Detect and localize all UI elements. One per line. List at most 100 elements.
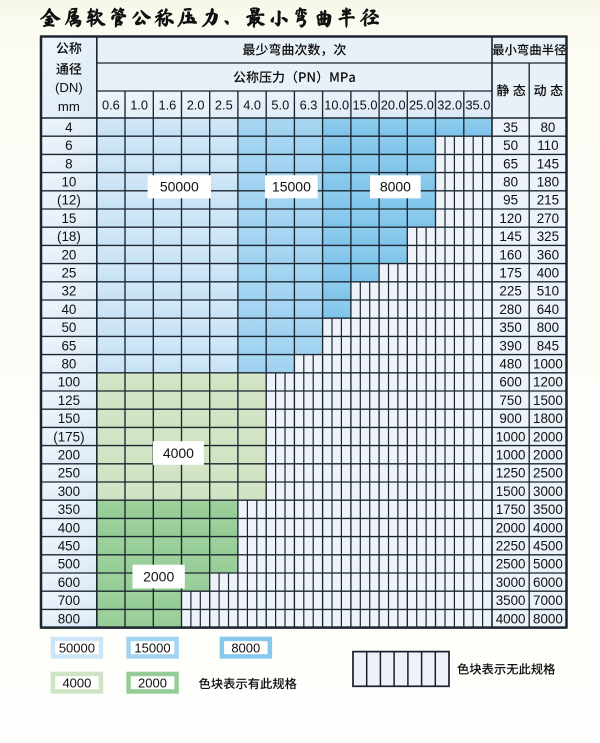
svg-text:215: 215 <box>537 193 559 208</box>
svg-text:150: 150 <box>58 411 80 426</box>
svg-text:80: 80 <box>503 175 518 190</box>
svg-text:3000: 3000 <box>496 575 526 590</box>
svg-text:4000: 4000 <box>163 445 194 461</box>
svg-text:50: 50 <box>61 320 76 335</box>
svg-text:1750: 1750 <box>496 502 526 517</box>
svg-text:15000: 15000 <box>134 641 170 656</box>
svg-text:225: 225 <box>499 284 521 299</box>
svg-text:800: 800 <box>537 320 559 335</box>
svg-text:4: 4 <box>65 120 73 135</box>
svg-text:(175): (175) <box>53 429 84 444</box>
svg-text:20: 20 <box>61 247 76 262</box>
svg-text:15000: 15000 <box>272 179 311 195</box>
svg-text:350: 350 <box>499 320 521 335</box>
svg-text:2000: 2000 <box>496 520 526 535</box>
svg-text:110: 110 <box>537 138 558 153</box>
svg-text:4500: 4500 <box>533 539 563 554</box>
svg-text:700: 700 <box>58 593 80 608</box>
svg-text:65: 65 <box>503 156 518 171</box>
svg-text:900: 900 <box>499 411 521 426</box>
svg-text:1.0: 1.0 <box>130 97 148 112</box>
svg-text:845: 845 <box>537 338 559 353</box>
svg-text:80: 80 <box>61 357 76 372</box>
svg-text:25.0: 25.0 <box>409 97 434 112</box>
svg-text:(DN): (DN) <box>55 80 83 95</box>
svg-text:1000: 1000 <box>496 448 526 463</box>
svg-text:180: 180 <box>537 175 559 190</box>
svg-text:480: 480 <box>499 357 521 372</box>
svg-text:35: 35 <box>503 120 518 135</box>
svg-text:120: 120 <box>499 211 521 226</box>
svg-text:32: 32 <box>61 284 76 299</box>
svg-text:0.6: 0.6 <box>102 97 120 112</box>
svg-text:5000: 5000 <box>533 557 563 572</box>
svg-text:3500: 3500 <box>496 593 526 608</box>
svg-text:350: 350 <box>58 502 80 517</box>
svg-text:400: 400 <box>58 520 80 535</box>
svg-text:4.0: 4.0 <box>243 97 261 112</box>
svg-text:6000: 6000 <box>533 575 563 590</box>
svg-text:10.0: 10.0 <box>324 97 349 112</box>
svg-text:2000: 2000 <box>533 448 563 463</box>
svg-text:175: 175 <box>499 266 521 281</box>
svg-text:15: 15 <box>61 211 76 226</box>
svg-text:200: 200 <box>58 448 80 463</box>
svg-text:450: 450 <box>58 539 80 554</box>
svg-text:2000: 2000 <box>143 569 174 585</box>
svg-text:300: 300 <box>58 484 80 499</box>
svg-text:40: 40 <box>61 302 76 317</box>
svg-text:35.0: 35.0 <box>465 97 490 112</box>
svg-text:8: 8 <box>65 156 72 171</box>
svg-text:2.5: 2.5 <box>215 97 233 112</box>
svg-text:20.0: 20.0 <box>381 97 406 112</box>
svg-text:390: 390 <box>499 338 521 353</box>
svg-text:125: 125 <box>58 393 80 408</box>
svg-text:3500: 3500 <box>533 502 563 517</box>
svg-text:2500: 2500 <box>496 557 526 572</box>
svg-text:500: 500 <box>58 557 80 572</box>
svg-text:2.0: 2.0 <box>187 97 205 112</box>
svg-text:50000: 50000 <box>160 179 199 195</box>
svg-text:280: 280 <box>499 302 521 317</box>
svg-text:4000: 4000 <box>533 520 563 535</box>
svg-text:1250: 1250 <box>496 466 526 481</box>
svg-text:800: 800 <box>58 611 80 626</box>
svg-text:600: 600 <box>58 575 80 590</box>
svg-text:750: 750 <box>499 393 521 408</box>
svg-text:640: 640 <box>537 302 559 317</box>
svg-text:mm: mm <box>58 99 80 114</box>
svg-text:5.0: 5.0 <box>271 97 289 112</box>
svg-text:325: 325 <box>537 229 559 244</box>
svg-text:145: 145 <box>537 156 559 171</box>
svg-text:600: 600 <box>499 375 521 390</box>
svg-text:1.6: 1.6 <box>159 97 177 112</box>
svg-text:8000: 8000 <box>380 179 411 195</box>
svg-text:4000: 4000 <box>62 676 91 691</box>
svg-text:65: 65 <box>61 338 76 353</box>
svg-text:2000: 2000 <box>138 676 167 691</box>
svg-text:1500: 1500 <box>496 484 526 499</box>
svg-text:1500: 1500 <box>533 393 563 408</box>
svg-text:8000: 8000 <box>231 641 260 656</box>
svg-text:2500: 2500 <box>533 466 563 481</box>
svg-text:400: 400 <box>537 266 559 281</box>
svg-text:1000: 1000 <box>533 357 563 372</box>
svg-text:50: 50 <box>503 138 518 153</box>
svg-text:160: 160 <box>499 247 521 262</box>
svg-text:3000: 3000 <box>533 484 563 499</box>
svg-text:6: 6 <box>65 138 72 153</box>
svg-text:270: 270 <box>537 211 559 226</box>
svg-text:100: 100 <box>58 375 80 390</box>
svg-text:(18): (18) <box>57 229 81 244</box>
svg-text:1200: 1200 <box>533 375 563 390</box>
svg-text:10: 10 <box>61 175 76 190</box>
svg-text:32.0: 32.0 <box>437 97 462 112</box>
svg-text:4000: 4000 <box>496 611 526 626</box>
svg-text:1800: 1800 <box>533 411 563 426</box>
svg-text:360: 360 <box>537 247 559 262</box>
svg-text:7000: 7000 <box>533 593 563 608</box>
svg-text:25: 25 <box>61 266 76 281</box>
svg-text:(12): (12) <box>57 193 81 208</box>
svg-text:1000: 1000 <box>496 429 526 444</box>
svg-text:95: 95 <box>503 193 518 208</box>
